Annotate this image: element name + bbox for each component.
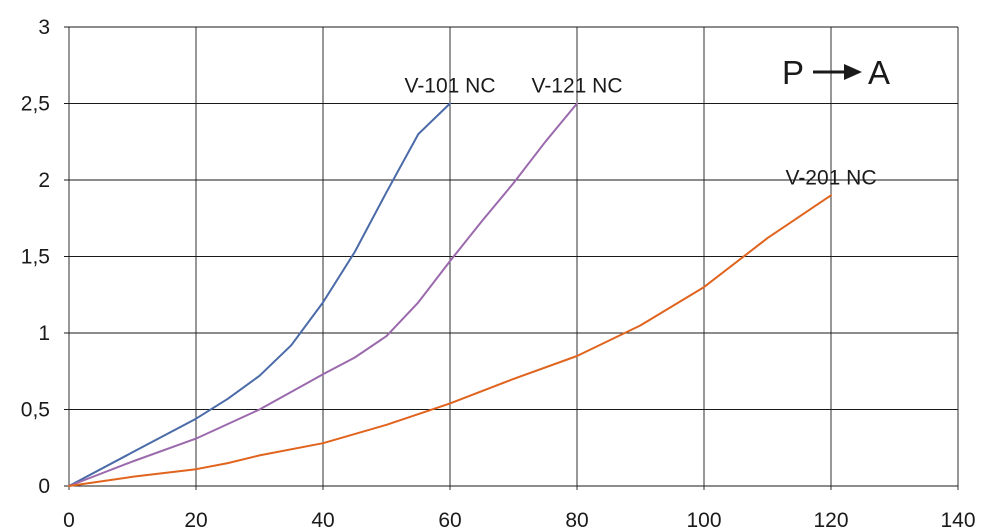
series-line	[68, 194, 832, 487]
flow-from-label: P	[782, 54, 804, 91]
right-arrow-icon	[813, 64, 862, 80]
series-label: V-121 NC	[531, 75, 622, 98]
x-axis-ticks: 0 20 40 60 80 100 120 140	[63, 509, 975, 531]
x-tick-label: 60	[438, 509, 461, 531]
series-label: V-201 NC	[785, 166, 876, 189]
series-label: V-101 NC	[404, 75, 495, 98]
y-tick-label: 0,5	[21, 399, 50, 422]
x-tick-label: 20	[184, 509, 207, 531]
y-tick-label: 2	[38, 169, 50, 192]
series-group	[68, 102, 832, 487]
y-tick-label: 3	[38, 16, 50, 39]
y-tick-label: 1,5	[21, 246, 50, 269]
y-tick-label: 0	[38, 475, 50, 498]
series-labels: V-101 NC V-121 NC V-201 NC	[404, 75, 876, 190]
x-tick-label: 80	[565, 509, 588, 531]
series-line	[68, 102, 578, 487]
flow-to-label: A	[868, 54, 890, 91]
x-tick-label: 0	[63, 509, 75, 531]
series-line	[68, 102, 451, 487]
x-tick-label: 140	[940, 509, 975, 531]
x-tick-label: 100	[686, 509, 721, 531]
x-tick-label: 40	[311, 509, 334, 531]
x-tick-label: 120	[813, 509, 848, 531]
y-tick-label: 1	[38, 322, 50, 345]
grid	[64, 26, 959, 490]
y-tick-label: 2,5	[21, 93, 50, 116]
y-axis-ticks: 0 0,5 1 1,5 2 2,5 3	[21, 16, 50, 498]
flow-annotation: P A	[782, 54, 890, 91]
